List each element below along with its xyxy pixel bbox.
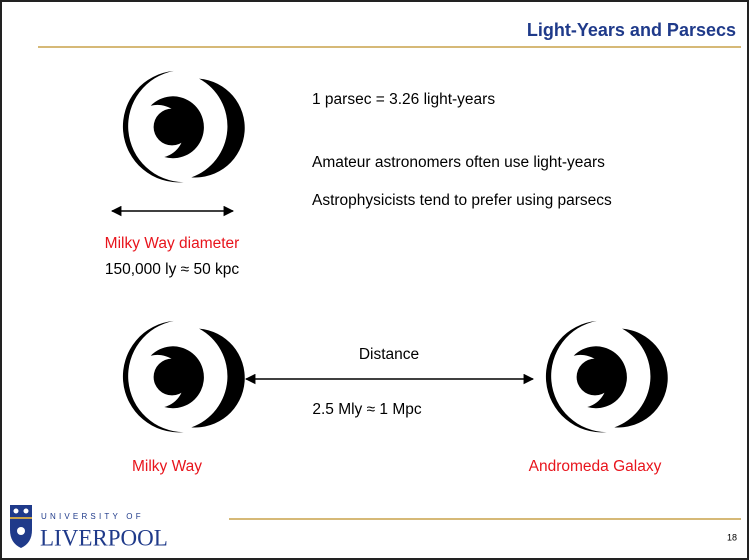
galaxy-label: Andromeda Galaxy [529, 458, 662, 475]
distance-label: Distance [359, 346, 419, 363]
logo-top: UNIVERSITY OF [41, 512, 144, 521]
diameter-value: 150,000 ly ≈ 50 kpc [105, 261, 240, 278]
distance-value: 2.5 Mly ≈ 1 Mpc [312, 401, 422, 418]
page-number: 18 [727, 532, 737, 542]
slide-title: Light-Years and Parsecs [527, 20, 736, 40]
university-logo: UNIVERSITY OF LIVERPOOL [10, 505, 168, 550]
note: Amateur astronomers often use light-year… [312, 154, 605, 171]
diameter-label: Milky Way diameter [105, 235, 240, 252]
galaxy-label: Milky Way [132, 458, 202, 475]
definition: 1 parsec = 3.26 light-years [312, 91, 495, 108]
note: Astrophysicists tend to prefer using par… [312, 192, 612, 209]
logo-bottom: LIVERPOOL [40, 525, 168, 550]
